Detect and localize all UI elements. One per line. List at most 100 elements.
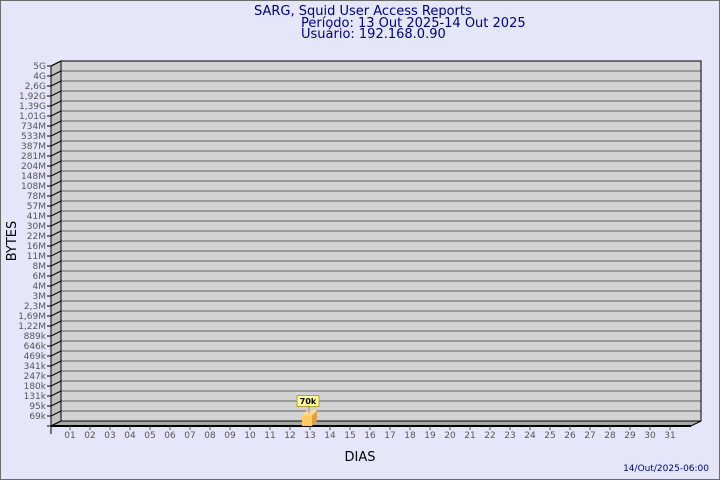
x-tick-label: 27	[584, 431, 595, 441]
y-grid-diagonal	[50, 110, 62, 117]
y-grid-diagonal	[50, 120, 62, 127]
y-tick-label: 22M	[27, 232, 46, 242]
y-tick-label: 1,92G	[19, 92, 46, 102]
x-tick-label: 05	[144, 431, 155, 441]
y-grid-diagonal	[50, 390, 62, 397]
x-tick-label: 19	[424, 431, 436, 441]
y-tick-label: 2,3M	[24, 302, 46, 312]
y-grid-diagonal	[50, 210, 62, 217]
x-tick-label: 08	[204, 431, 216, 441]
x-tick-label: 15	[344, 431, 355, 441]
data-label-box	[296, 395, 320, 408]
x-tick-label: 11	[264, 431, 275, 441]
x-tick-label: 03	[104, 431, 115, 441]
y-tick-label: 3M	[33, 292, 47, 302]
y-grid-diagonal	[50, 140, 62, 147]
y-tick-label: 180k	[24, 382, 47, 392]
bar-side	[312, 410, 317, 426]
y-grid-diagonal	[50, 160, 62, 167]
y-tick-label: 41M	[27, 212, 46, 222]
chart-title: SARG, Squid User Access Reports	[254, 4, 472, 19]
x-tick-label: 21	[464, 431, 475, 441]
x-tick-label: 10	[244, 431, 256, 441]
y-grid-diagonal	[50, 190, 62, 197]
x-tick-label: 24	[524, 431, 536, 441]
y-grid-diagonal	[50, 130, 62, 137]
footer-timestamp: 14/Out/2025-06:00	[623, 464, 709, 474]
x-tick-label: 07	[184, 431, 195, 441]
y-grid-diagonal	[50, 330, 62, 337]
y-tick-label: 8M	[33, 262, 47, 272]
y-tick-label: 30M	[27, 222, 46, 232]
y-tick-label: 16M	[27, 242, 46, 252]
y-tick-label: 387M	[21, 142, 46, 152]
y-tick-label: 1,39G	[19, 102, 46, 112]
y-grid-diagonal	[50, 360, 62, 367]
y-tick-label: 69k	[29, 412, 46, 422]
y-tick-label: 78M	[27, 192, 46, 202]
bar-top	[302, 410, 317, 416]
y-grid-diagonal	[50, 300, 62, 307]
x-tick-label: 25	[544, 431, 555, 441]
y-tick-label: 57M	[27, 202, 46, 212]
y-grid-diagonal	[50, 370, 62, 377]
y-tick-label: 131k	[24, 392, 47, 402]
y-grid-diagonal	[50, 170, 62, 177]
y-tick-label: 6M	[33, 272, 47, 282]
x-tick-label: 13	[304, 431, 315, 441]
x-tick-label: 20	[444, 431, 456, 441]
x-tick-label: 14	[324, 431, 336, 441]
y-tick-label: 281M	[21, 152, 46, 162]
y-axis-label: BYTES	[5, 221, 20, 262]
x-axis-label: DIAS	[345, 450, 376, 465]
y-grid-diagonal	[50, 380, 62, 387]
x-tick-label: 28	[604, 431, 616, 441]
y-tick-label: 1,22M	[18, 322, 46, 332]
y-tick-label: 533M	[21, 132, 46, 142]
y-grid-diagonal	[50, 150, 62, 157]
x-tick-label: 26	[564, 431, 576, 441]
y-tick-label: 4M	[33, 282, 47, 292]
y-grid-diagonal	[50, 90, 62, 97]
y-tick-label: 4G	[33, 72, 46, 82]
y-grid-diagonal	[50, 200, 62, 207]
y-grid-diagonal	[50, 220, 62, 227]
y-grid-diagonal	[50, 70, 62, 77]
y-grid-diagonal	[50, 280, 62, 287]
y-tick-label: 889k	[24, 332, 47, 342]
x-tick-label: 23	[504, 431, 515, 441]
x-tick-label: 30	[644, 431, 656, 441]
x-tick-label: 22	[484, 431, 495, 441]
y-tick-label: 646k	[24, 342, 47, 352]
x-tick-label: 06	[164, 431, 176, 441]
x-tick-label: 04	[124, 431, 136, 441]
y-grid-diagonal	[50, 400, 62, 407]
y-grid-diagonal	[50, 80, 62, 87]
x-tick-label: 18	[404, 431, 416, 441]
bar	[302, 415, 312, 426]
y-tick-label: 204M	[21, 162, 46, 172]
y-grid-diagonal	[50, 240, 62, 247]
y-grid-diagonal	[50, 260, 62, 267]
y-tick-label: 148M	[21, 172, 46, 182]
y-grid-diagonal	[50, 310, 62, 317]
y-grid-diagonal	[50, 340, 62, 347]
x-tick-label: 12	[284, 431, 295, 441]
x-tick-label: 29	[624, 431, 636, 441]
y-grid-diagonal	[50, 250, 62, 257]
chart-user: Usuário: 192.168.0.90	[301, 27, 446, 42]
y-tick-label: 247k	[24, 372, 47, 382]
y-tick-label: 2,6G	[25, 82, 46, 92]
y-grid-diagonal	[50, 100, 62, 107]
y-tick-label: 5G	[33, 62, 46, 72]
y-tick-label: 95k	[29, 402, 46, 412]
y-grid-diagonal	[50, 270, 62, 277]
chart-period: Período: 13 Out 2025-14 Out 2025	[301, 16, 526, 31]
x-tick-label: 17	[384, 431, 395, 441]
x-tick-label: 02	[84, 431, 95, 441]
y-tick-label: 469k	[24, 352, 47, 362]
x-tick-label: 09	[224, 431, 236, 441]
data-label: 70k	[300, 397, 317, 406]
